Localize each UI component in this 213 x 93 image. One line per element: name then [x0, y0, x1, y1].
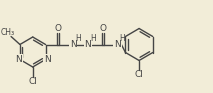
Text: Cl: Cl	[28, 77, 37, 86]
Text: Cl: Cl	[135, 70, 144, 79]
Text: O: O	[55, 24, 62, 33]
Text: N: N	[85, 40, 91, 49]
Text: H: H	[90, 34, 96, 43]
Text: H: H	[119, 34, 125, 43]
Text: N: N	[15, 55, 22, 64]
Text: O: O	[99, 24, 106, 33]
Text: H: H	[75, 34, 81, 43]
Text: N: N	[114, 40, 121, 49]
Text: N: N	[70, 40, 76, 49]
Text: N: N	[44, 55, 50, 64]
Text: CH₃: CH₃	[1, 28, 15, 37]
